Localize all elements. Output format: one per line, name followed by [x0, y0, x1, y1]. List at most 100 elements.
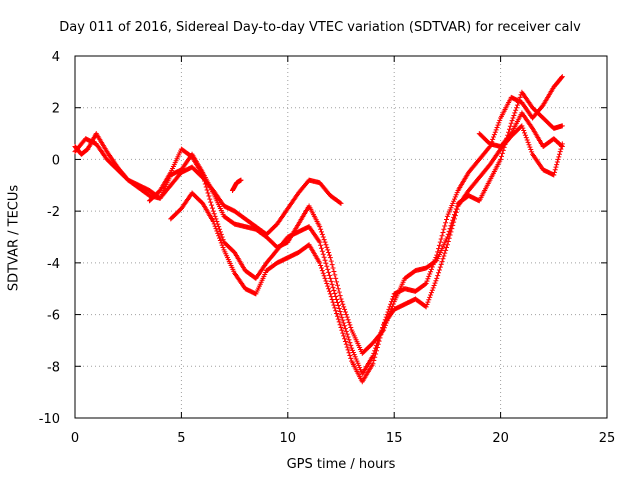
- data-point: [385, 309, 391, 315]
- data-point: [342, 336, 348, 342]
- data-point: [336, 319, 342, 325]
- data-point: [319, 231, 325, 237]
- data-point: [328, 278, 334, 284]
- data-point: [347, 340, 353, 346]
- series-2: [72, 136, 344, 237]
- data-point: [326, 250, 332, 256]
- data-point: [495, 122, 501, 128]
- data-point: [319, 268, 325, 274]
- data-point: [438, 261, 444, 267]
- data-point: [559, 144, 565, 149]
- data-point: [427, 271, 433, 277]
- data-point: [379, 328, 385, 334]
- y-tick-label: 0: [52, 153, 60, 168]
- data-point: [332, 272, 338, 278]
- data-point: [334, 296, 340, 302]
- data-point: [375, 341, 381, 347]
- data-point: [424, 301, 430, 307]
- data-point: [436, 246, 442, 252]
- data-point: [337, 293, 343, 299]
- data-point: [337, 322, 343, 328]
- data-point: [428, 266, 434, 272]
- data-point: [437, 239, 443, 245]
- data-point: [318, 245, 324, 251]
- data-point: [436, 242, 442, 248]
- data-point: [325, 266, 331, 272]
- data-point: [321, 254, 327, 260]
- data-point: [559, 123, 565, 129]
- data-point: [320, 270, 326, 276]
- y-tick-label: -6: [47, 309, 60, 324]
- data-point: [451, 216, 457, 222]
- data-point: [213, 216, 219, 222]
- data-point: [435, 273, 441, 279]
- data-point: [434, 252, 440, 258]
- data-point: [370, 361, 376, 367]
- data-point: [423, 281, 429, 287]
- data-point: [318, 229, 324, 235]
- data-point: [445, 239, 451, 245]
- y-tick-label: -10: [39, 412, 60, 427]
- data-point: [342, 309, 348, 315]
- data-point: [348, 355, 354, 361]
- data-point: [444, 217, 450, 223]
- data-point: [554, 159, 560, 165]
- data-point: [444, 245, 450, 251]
- data-point: [425, 276, 431, 282]
- data-point: [344, 344, 350, 350]
- data-point: [324, 244, 330, 250]
- data-point: [372, 354, 378, 360]
- data-point: [330, 265, 336, 271]
- data-point: [345, 317, 351, 323]
- data-point: [556, 151, 562, 157]
- data-point: [217, 235, 223, 241]
- data-point: [513, 107, 519, 113]
- data-point: [496, 120, 502, 126]
- data-point: [341, 333, 347, 339]
- data-point: [333, 308, 339, 314]
- data-point: [213, 226, 219, 232]
- data-point: [340, 330, 346, 336]
- data-point: [492, 129, 498, 135]
- data-point: [317, 224, 323, 230]
- x-axis-label: GPS time / hours: [286, 457, 396, 472]
- data-point: [334, 310, 340, 316]
- data-point: [435, 249, 441, 255]
- data-point: [559, 143, 565, 149]
- data-point: [334, 313, 340, 319]
- data-point: [559, 74, 565, 80]
- data-point: [321, 237, 327, 243]
- series-1: [72, 89, 565, 356]
- data-point: [328, 258, 334, 264]
- data-point: [335, 303, 341, 309]
- data-point: [338, 312, 344, 318]
- data-point: [337, 309, 343, 315]
- data-point: [211, 221, 217, 227]
- data-point: [486, 145, 492, 151]
- data-point: [429, 264, 435, 270]
- data-point: [332, 290, 338, 296]
- data-point: [326, 269, 332, 275]
- data-point: [329, 281, 335, 287]
- data-point: [206, 193, 212, 199]
- data-point: [318, 242, 324, 248]
- data-point: [427, 294, 433, 300]
- data-point: [343, 341, 349, 347]
- data-point: [323, 260, 329, 266]
- data-point: [436, 270, 442, 276]
- data-point: [553, 164, 559, 170]
- data-point: [338, 296, 344, 302]
- data-point: [203, 184, 209, 190]
- data-point: [377, 335, 383, 341]
- data-point: [220, 237, 226, 243]
- data-point: [428, 269, 434, 275]
- data-point: [559, 75, 565, 81]
- data-point: [522, 132, 528, 138]
- data-point: [320, 251, 326, 257]
- data-point: [499, 150, 505, 156]
- data-point: [323, 242, 329, 248]
- data-point: [209, 205, 215, 211]
- data-point: [557, 149, 563, 155]
- data-point: [378, 332, 384, 338]
- data-point: [431, 282, 437, 288]
